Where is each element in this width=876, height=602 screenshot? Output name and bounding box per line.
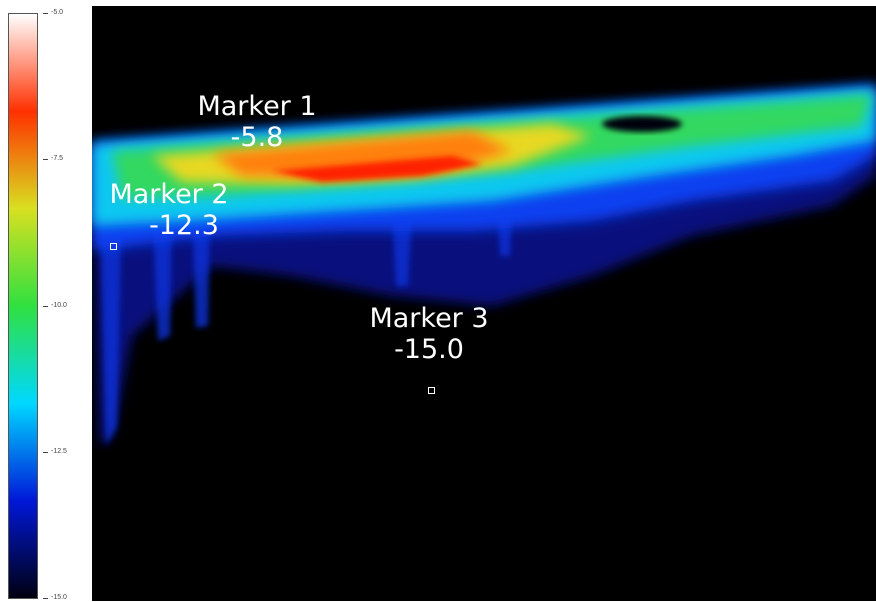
colorbar-tick-label: -7.5 [51, 155, 64, 163]
colorbar-tick-mark [43, 159, 48, 161]
heatmap-canvas [92, 84, 876, 446]
colorbar-tick-mark [43, 13, 48, 14]
colorbar-tick-label: -12.5 [51, 447, 67, 455]
marker-1-value: -5.8 [230, 122, 284, 153]
marker-3-point[interactable] [428, 387, 435, 394]
marker-3-label: Marker 3 -15.0 [354, 303, 504, 365]
heatmap-region-hole [602, 116, 682, 132]
marker-2-label: Marker 2 -12.3 [94, 179, 244, 241]
marker-2-name: Marker 2 [109, 179, 229, 210]
heatmap-plot: Marker 1 -5.8 Marker 2 -12.3 Marker 3 -1… [92, 6, 876, 601]
colorbar-legend: -5.0 -7.5 -10.0 -12.5 -15.0 [0, 0, 92, 601]
heatmap-region-red [272, 156, 482, 182]
marker-3-name: Marker 3 [369, 303, 489, 334]
colorbar-gradient [8, 13, 38, 599]
marker-2-value: -12.3 [149, 210, 219, 241]
colorbar-tick-label: -15.0 [51, 594, 67, 601]
colorbar-tick-mark [43, 451, 48, 453]
marker-2-point[interactable] [110, 243, 117, 250]
colorbar-tick-mark [43, 305, 48, 307]
colorbar-tick-mark [43, 598, 48, 599]
colorbar-tick-label: -10.0 [51, 301, 67, 309]
marker-1-label: Marker 1 -5.8 [182, 91, 332, 153]
marker-1-name: Marker 1 [197, 91, 317, 122]
heatmap-region-streaks [100, 196, 512, 446]
colorbar-tick-label: -5.0 [51, 9, 64, 16]
marker-3-value: -15.0 [394, 334, 464, 365]
